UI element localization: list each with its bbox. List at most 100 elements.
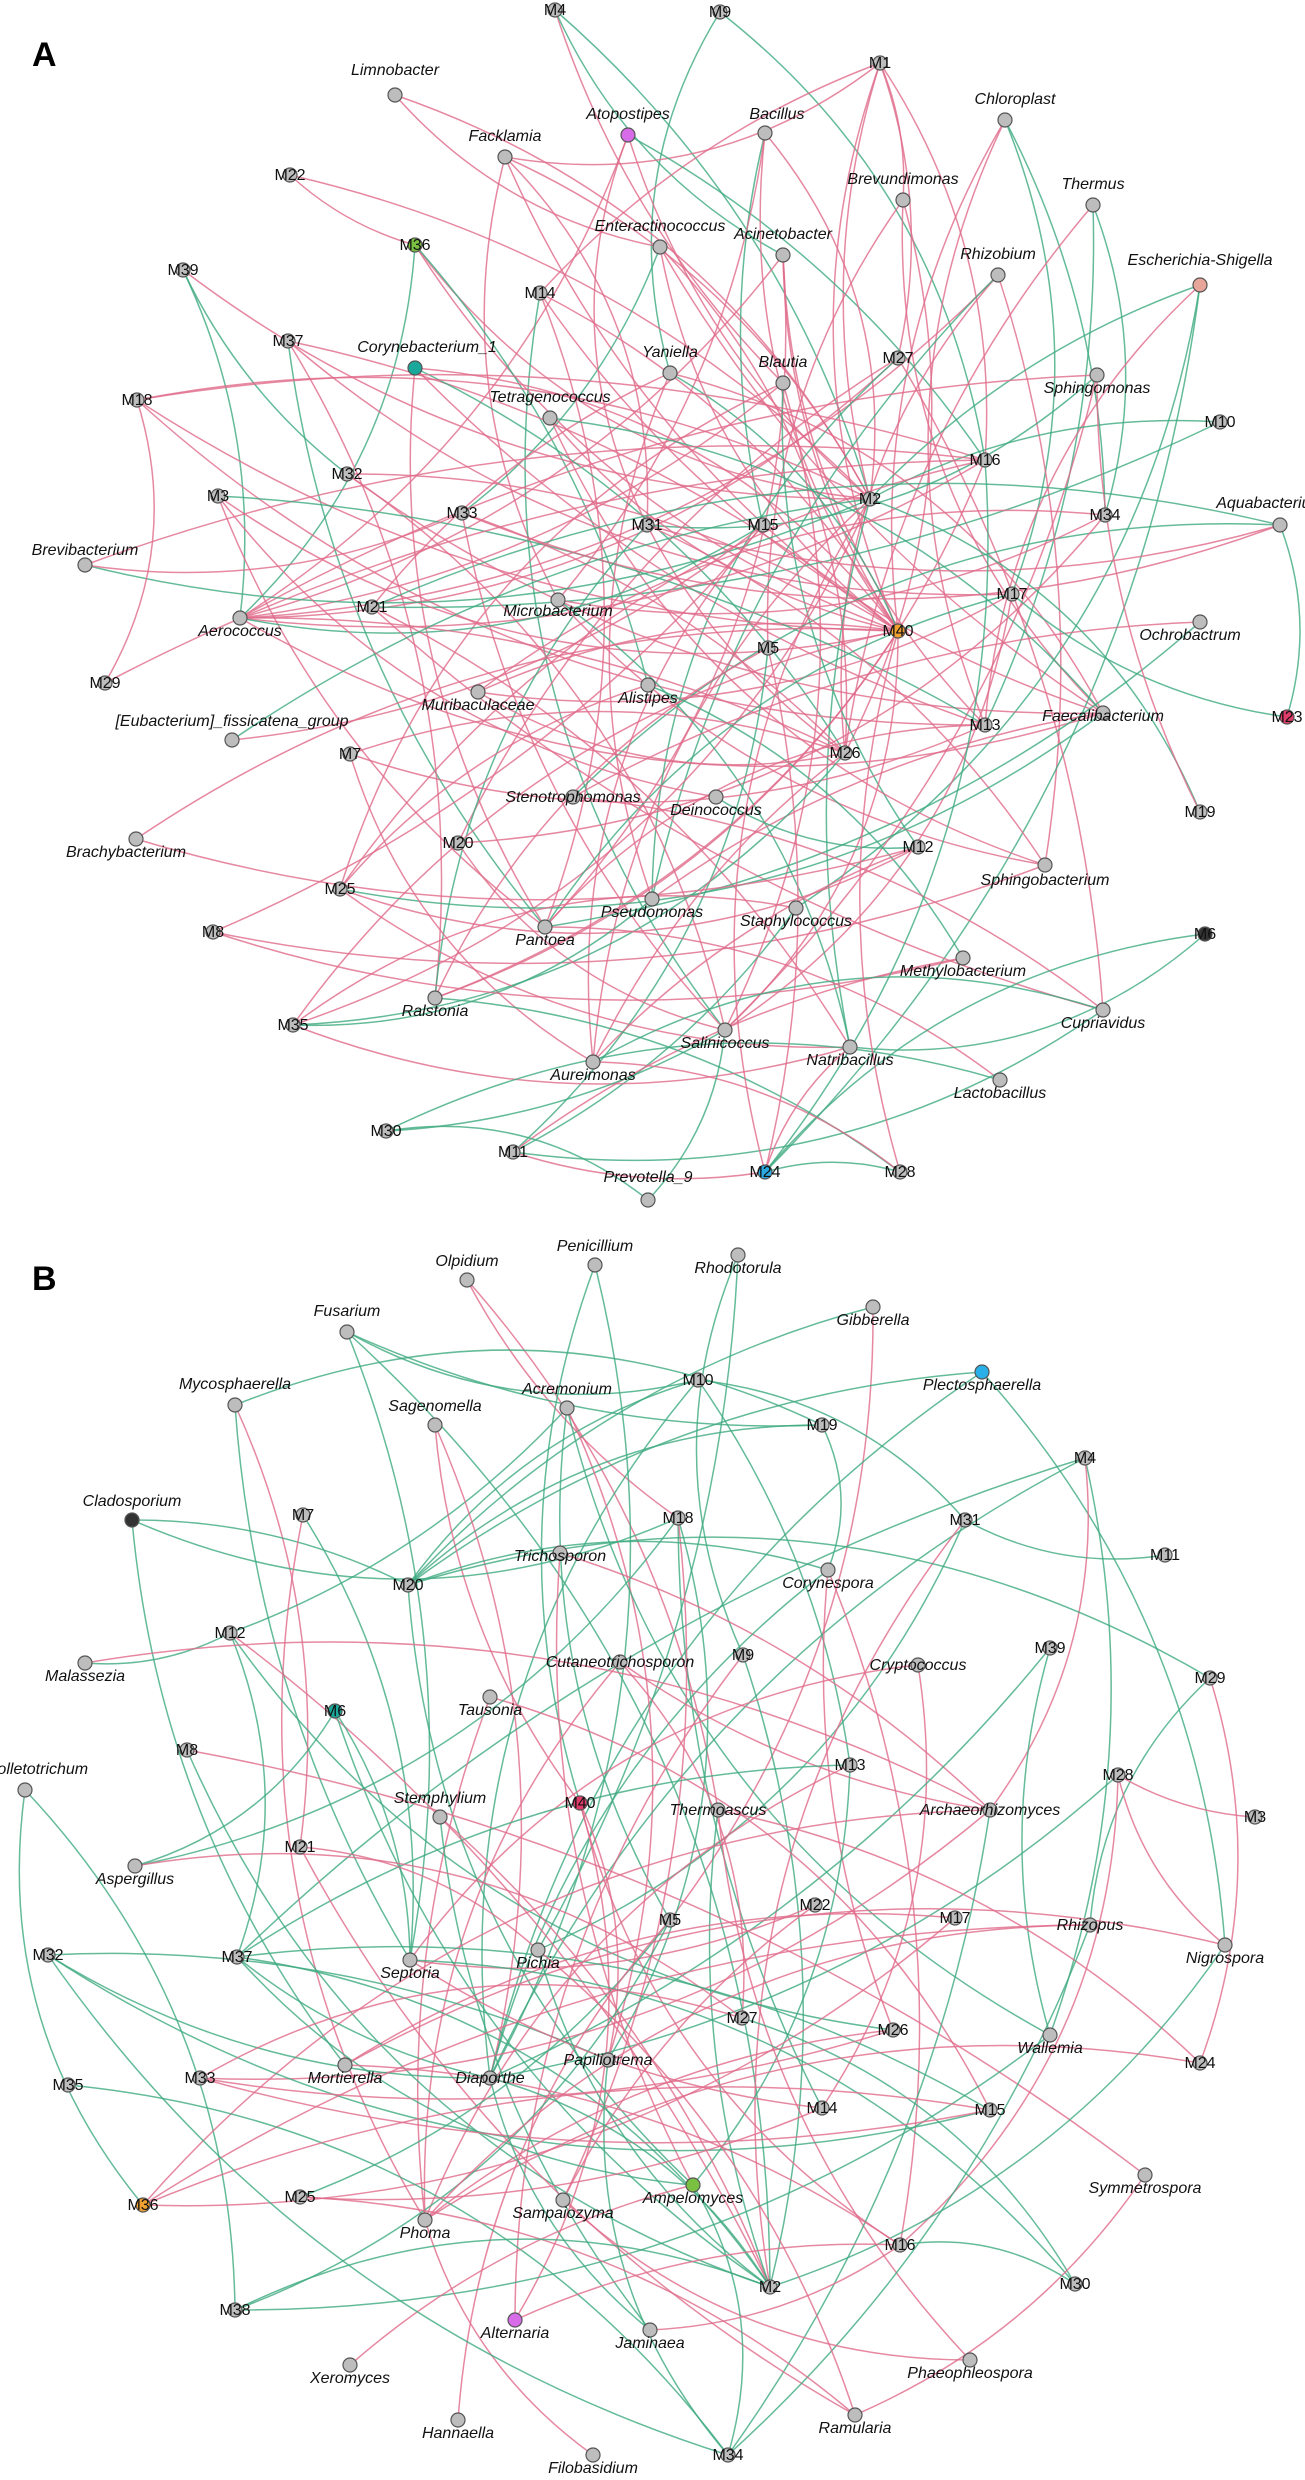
node-gibberella[interactable]: Gibberella bbox=[837, 1299, 910, 1329]
node-marker[interactable] bbox=[232, 610, 248, 626]
node-marker[interactable] bbox=[417, 2212, 433, 2228]
node-rhodotorula[interactable]: Rhodotorula bbox=[694, 1247, 782, 1277]
node-marker[interactable] bbox=[892, 2237, 908, 2253]
node-marker[interactable] bbox=[97, 675, 113, 691]
node-m31[interactable]: M31 bbox=[631, 517, 662, 534]
node-marker[interactable] bbox=[755, 517, 771, 533]
node-marker[interactable] bbox=[482, 2070, 498, 2086]
node-m11[interactable]: M11 bbox=[1150, 1547, 1180, 1564]
node-pantoea[interactable]: Pantoea bbox=[515, 919, 575, 949]
node-marker[interactable] bbox=[639, 517, 655, 533]
node-m16[interactable]: M16 bbox=[969, 452, 1000, 469]
node-m12[interactable]: M12 bbox=[902, 839, 933, 856]
node-m13[interactable]: M13 bbox=[834, 1757, 865, 1774]
node-septoria[interactable]: Septoria bbox=[380, 1952, 440, 1982]
node-marker[interactable] bbox=[342, 746, 358, 762]
node-prevotella-9[interactable]: Prevotella_9 bbox=[604, 1169, 693, 1208]
node-stemphylium[interactable]: Stemphylium bbox=[394, 1790, 486, 1825]
node-sphingobacterium[interactable]: Sphingobacterium bbox=[981, 857, 1110, 889]
node-m3[interactable]: M3 bbox=[207, 488, 229, 505]
node-marker[interactable] bbox=[224, 732, 240, 748]
node-marker[interactable] bbox=[454, 505, 470, 521]
node-marker[interactable] bbox=[1082, 1917, 1098, 1933]
node-m32[interactable]: M32 bbox=[32, 1947, 63, 1964]
node-cupriavidus[interactable]: Cupriavidus bbox=[1061, 1002, 1145, 1032]
node-m33[interactable]: M33 bbox=[184, 2070, 215, 2087]
node-marker[interactable] bbox=[210, 488, 226, 504]
node-marker[interactable] bbox=[292, 2189, 308, 2205]
node-marker[interactable] bbox=[400, 1577, 416, 1593]
node-m10[interactable]: M10 bbox=[682, 1372, 713, 1389]
node-m3[interactable]: M3 bbox=[1244, 1809, 1266, 1826]
node-marker[interactable] bbox=[644, 891, 660, 907]
node-marker[interactable] bbox=[222, 1625, 238, 1641]
node-m26[interactable]: M26 bbox=[877, 2022, 908, 2039]
node-tetragenococcus[interactable]: Tetragenococcus bbox=[489, 389, 611, 426]
node-marker[interactable] bbox=[775, 375, 791, 391]
node-m25[interactable]: M25 bbox=[284, 2189, 315, 2206]
node-marker[interactable] bbox=[1089, 367, 1105, 383]
node-m39[interactable]: M39 bbox=[1034, 1640, 1065, 1657]
node-marker[interactable] bbox=[482, 1689, 498, 1705]
node-eubacterium[interactable]: [Eubacterium]_fissicatena_group bbox=[114, 713, 349, 748]
node-wallemia[interactable]: Wallemia bbox=[1017, 2027, 1083, 2057]
node-m21[interactable]: M21 bbox=[356, 599, 387, 616]
node-cryptococcus[interactable]: Cryptococcus bbox=[870, 1657, 967, 1674]
node-sagenomella[interactable]: Sagenomella bbox=[388, 1398, 482, 1433]
node-m9[interactable]: M9 bbox=[709, 4, 731, 21]
node-marker[interactable] bbox=[364, 599, 380, 615]
node-m30[interactable]: M30 bbox=[370, 1123, 401, 1140]
node-marker[interactable] bbox=[990, 267, 1006, 283]
node-marker[interactable] bbox=[1004, 586, 1020, 602]
node-marker[interactable] bbox=[1042, 1640, 1058, 1656]
node-m24[interactable]: M24 bbox=[1184, 2055, 1215, 2072]
node-marker[interactable] bbox=[788, 900, 804, 916]
node-marker[interactable] bbox=[1097, 507, 1113, 523]
node-marker[interactable] bbox=[229, 1949, 245, 1965]
node-marker[interactable] bbox=[565, 789, 581, 805]
node-natribacillus[interactable]: Natribacillus bbox=[806, 1039, 894, 1069]
node-cutaneotrichosporon[interactable]: Cutaneotrichosporon bbox=[546, 1654, 695, 1671]
node-m14[interactable]: M14 bbox=[806, 2100, 837, 2117]
node-marker[interactable] bbox=[962, 2352, 978, 2368]
node-sphingomonas[interactable]: Sphingomonas bbox=[1044, 367, 1151, 397]
node-m34[interactable]: M34 bbox=[712, 2447, 743, 2464]
node-marker[interactable] bbox=[587, 1257, 603, 1273]
node-marker[interactable] bbox=[837, 745, 853, 761]
node-salinicoccus[interactable]: Salinicoccus bbox=[681, 1022, 770, 1052]
node-marker[interactable] bbox=[17, 1782, 33, 1798]
node-marker[interactable] bbox=[760, 640, 776, 656]
node-marker[interactable] bbox=[432, 1809, 448, 1825]
node-marker[interactable] bbox=[427, 1417, 443, 1433]
node-m5[interactable]: M5 bbox=[757, 640, 779, 657]
node-marker[interactable] bbox=[547, 2, 563, 18]
node-m23[interactable]: M23 bbox=[1271, 709, 1302, 726]
node-yaniella[interactable]: Yaniella bbox=[642, 344, 698, 381]
node-marker[interactable] bbox=[175, 262, 191, 278]
node-m29[interactable]: M29 bbox=[89, 675, 120, 692]
node-marker[interactable] bbox=[227, 2302, 243, 2318]
node-faecalibacterium[interactable]: Faecalibacterium bbox=[1042, 705, 1164, 725]
node-marker[interactable] bbox=[1095, 1002, 1111, 1018]
node-ramularia[interactable]: Ramularia bbox=[819, 2407, 892, 2437]
node-marker[interactable] bbox=[179, 1742, 195, 1758]
node-corynebacterium-1[interactable]: Corynebacterium_1 bbox=[357, 339, 497, 376]
node-marker[interactable] bbox=[735, 1647, 751, 1663]
node-marker[interactable] bbox=[585, 2447, 601, 2463]
node-enteractinococcus[interactable]: Enteractinococcus bbox=[595, 218, 726, 255]
node-m26[interactable]: M26 bbox=[829, 745, 860, 762]
node-marker[interactable] bbox=[807, 1897, 823, 1913]
node-marker[interactable] bbox=[712, 4, 728, 20]
node-marker[interactable] bbox=[814, 2100, 830, 2116]
node-bacillus[interactable]: Bacillus bbox=[749, 106, 805, 141]
node-corynespora[interactable]: Corynespora bbox=[782, 1562, 874, 1592]
node-atopostipes[interactable]: Atopostipes bbox=[585, 106, 670, 143]
node-marker[interactable] bbox=[775, 247, 791, 263]
node-marker[interactable] bbox=[339, 1324, 355, 1340]
node-marker[interactable] bbox=[982, 1802, 998, 1818]
node-m18[interactable]: M18 bbox=[121, 392, 152, 409]
node-brachybacterium[interactable]: Brachybacterium bbox=[66, 831, 186, 861]
node-m24[interactable]: M24 bbox=[749, 1164, 780, 1181]
node-m22[interactable]: M22 bbox=[799, 1897, 830, 1914]
node-trichosporon[interactable]: Trichosporon bbox=[514, 1545, 606, 1565]
